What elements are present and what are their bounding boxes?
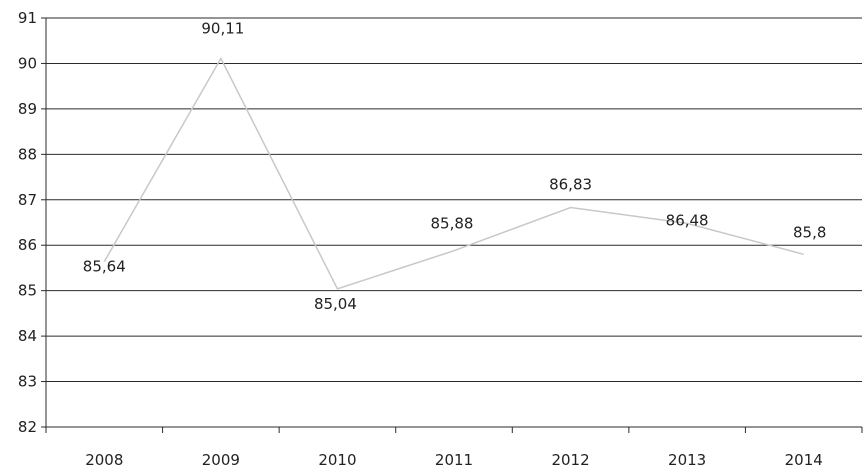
series: [103, 56, 804, 290]
y-tick-label: 89: [18, 100, 37, 118]
y-tick-label: 84: [18, 327, 37, 345]
y-tick-label: 82: [18, 418, 37, 436]
x-tick-label: 2009: [202, 451, 240, 469]
data-label: 85,64: [83, 258, 126, 276]
x-tick-label: 2012: [551, 451, 589, 469]
y-tick-label: 88: [18, 145, 37, 163]
data-label: 85,8: [793, 223, 826, 241]
data-label: 86,83: [549, 176, 592, 194]
x-tick-label: 2013: [668, 451, 706, 469]
y-tick-label: 83: [18, 373, 37, 391]
y-tick-label: 87: [18, 191, 37, 209]
data-labels: 85,64 90,11 85,04 85,88 86,83 86,48 85,8: [83, 19, 827, 312]
x-tick-label: 2014: [785, 451, 823, 469]
data-label: 85,88: [431, 215, 474, 233]
y-tick-label: 91: [18, 9, 37, 27]
data-label: 90,11: [201, 19, 244, 37]
y-tick-labels: 82 83 84 85 86 87 88 89 90 91: [18, 9, 37, 436]
y-tick-label: 90: [18, 54, 37, 72]
series-line: [103, 56, 804, 290]
axes: [41, 17, 863, 433]
y-tick-label: 85: [18, 282, 37, 300]
data-label: 85,04: [314, 295, 357, 313]
x-tick-label: 2010: [318, 451, 356, 469]
data-label: 86,48: [666, 211, 709, 229]
x-tick-labels: 2008 2009 2010 2011 2012 2013 2014: [85, 451, 823, 469]
x-tick-label: 2008: [85, 451, 123, 469]
x-tick-label: 2011: [435, 451, 473, 469]
y-tick-label: 86: [18, 236, 37, 254]
gridlines: [46, 17, 862, 383]
